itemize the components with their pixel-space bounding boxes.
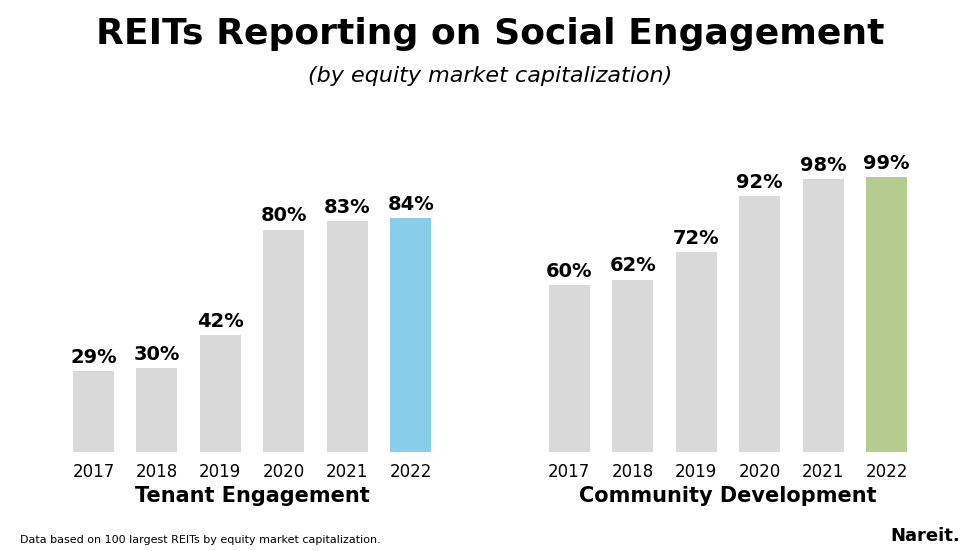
Text: Nareit.: Nareit. <box>891 527 960 545</box>
Bar <box>264 230 305 452</box>
Text: REITs Reporting on Social Engagement: REITs Reporting on Social Engagement <box>96 17 884 51</box>
Text: 60%: 60% <box>546 262 593 281</box>
Text: Data based on 100 largest REITs by equity market capitalization.: Data based on 100 largest REITs by equit… <box>20 536 380 545</box>
Bar <box>326 221 368 452</box>
Text: 29%: 29% <box>71 348 117 367</box>
Text: 98%: 98% <box>800 156 847 175</box>
Text: 99%: 99% <box>863 154 909 172</box>
Text: 83%: 83% <box>324 198 370 217</box>
Bar <box>136 369 177 452</box>
Text: 42%: 42% <box>197 312 244 331</box>
Bar <box>612 279 654 452</box>
Text: (by equity market capitalization): (by equity market capitalization) <box>308 66 672 86</box>
Bar <box>200 335 241 452</box>
Bar <box>675 252 716 452</box>
Text: 80%: 80% <box>261 206 307 225</box>
Text: 92%: 92% <box>736 173 783 192</box>
Text: Community Development: Community Development <box>579 486 877 506</box>
Text: Tenant Engagement: Tenant Engagement <box>134 486 369 506</box>
Bar <box>739 196 780 452</box>
Bar <box>73 371 114 452</box>
Bar <box>549 285 590 452</box>
Text: 84%: 84% <box>387 195 434 214</box>
Text: 62%: 62% <box>610 256 657 276</box>
Bar <box>866 177 907 452</box>
Text: 72%: 72% <box>673 229 719 247</box>
Bar <box>803 180 844 452</box>
Bar <box>390 218 431 452</box>
Text: 30%: 30% <box>133 345 180 364</box>
